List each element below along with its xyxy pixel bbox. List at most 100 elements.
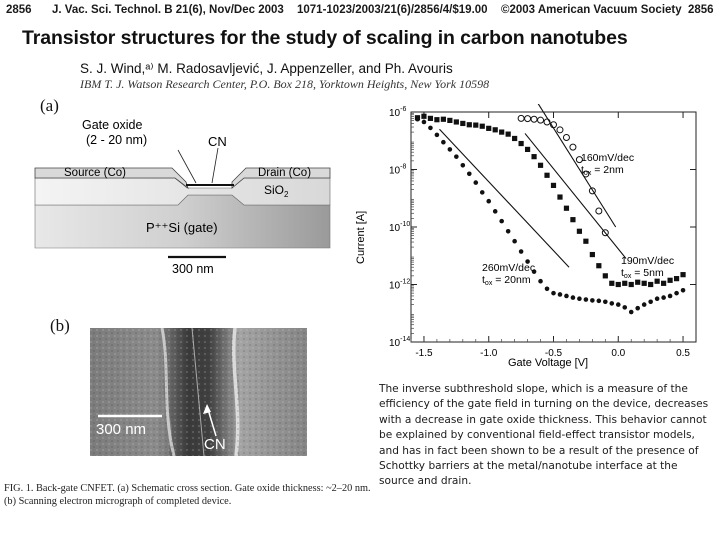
annotation-20nm-slope: 260mV/dec — [482, 262, 535, 274]
data-point-filled-square — [434, 117, 440, 123]
drain-contact — [231, 167, 331, 189]
data-point-filled-square — [680, 272, 686, 278]
data-point-filled-square — [537, 162, 544, 168]
data-point-filled-square — [512, 135, 518, 142]
data-point-filled-circle — [466, 171, 472, 177]
slope-fit-line — [439, 128, 570, 268]
page-number-right: 2856 — [688, 4, 714, 16]
data-point-open-circle — [569, 143, 577, 151]
data-point-filled-circle — [505, 228, 511, 234]
data-point-filled-circle — [512, 238, 517, 244]
data-point-filled-circle — [648, 299, 653, 305]
data-point-filled-square — [453, 119, 459, 125]
data-point-filled-circle — [538, 278, 543, 284]
data-point-filled-circle — [473, 180, 479, 185]
cn-label-b: CN — [204, 436, 226, 453]
data-point-filled-square — [505, 131, 511, 137]
data-point-filled-circle — [622, 305, 628, 310]
data-point-filled-circle — [570, 295, 576, 300]
data-point-filled-square — [583, 238, 589, 244]
gate-oxide-label: Gate oxide — [82, 118, 143, 132]
data-point-open-circle — [537, 116, 545, 124]
data-point-filled-circle — [441, 139, 446, 145]
data-point-filled-circle — [551, 290, 556, 296]
data-point-filled-circle — [460, 162, 466, 168]
data-point-filled-square — [654, 278, 660, 284]
annotation-5nm-tox: tox = 5nm — [621, 267, 664, 280]
transfer-characteristics-chart: 10-6 10-8 10-10 10-12 10-14 -1.5 -1.0 -0.5 0.0 0… — [355, 104, 697, 369]
data-point-filled-circle — [544, 286, 550, 292]
data-point-filled-square — [492, 127, 498, 133]
source-contact — [34, 167, 189, 190]
data-point-filled-square — [486, 125, 492, 131]
data-point-filled-square — [427, 115, 434, 121]
x-tick-label: -1.5 — [415, 348, 433, 359]
journal-header: 2856 J. Vac. Sci. Technol. B 21(6), Nov/… — [0, 0, 720, 20]
data-point-filled-square — [570, 217, 576, 223]
data-point-filled-square — [563, 205, 570, 211]
data-point-filled-square — [628, 281, 634, 288]
data-point-filled-circle — [428, 125, 433, 131]
data-point-filled-circle — [518, 249, 524, 254]
data-point-filled-circle — [557, 292, 563, 297]
data-point-filled-square — [602, 273, 608, 279]
y-tick-label: 10-10 — [389, 221, 410, 234]
y-tick-label: 10-8 — [389, 164, 406, 177]
data-point-filled-square — [661, 280, 667, 286]
data-point-filled-circle — [596, 298, 602, 304]
data-point-open-circle — [524, 115, 532, 123]
data-point-open-circle — [517, 114, 525, 122]
data-point-filled-circle — [615, 302, 621, 307]
slope-fit-line — [537, 104, 617, 228]
y-tick-label: 10-6 — [389, 106, 406, 119]
data-point-filled-square — [641, 280, 647, 286]
data-point-open-circle — [562, 133, 570, 141]
data-point-filled-square — [596, 263, 602, 269]
data-point-filled-circle — [564, 293, 569, 299]
x-tick-label: 0.5 — [676, 348, 690, 359]
sio2-layer — [34, 177, 331, 206]
drain-label: Drain (Co) — [258, 167, 311, 179]
data-point-open-circle — [575, 156, 583, 164]
data-point-filled-circle — [674, 290, 679, 296]
data-point-filled-circle — [492, 209, 498, 214]
panel-b-label: (b) — [50, 316, 70, 335]
data-point-filled-square — [466, 122, 472, 128]
data-point-filled-circle — [680, 287, 686, 293]
data-point-filled-circle — [415, 116, 420, 122]
data-point-filled-circle — [609, 301, 615, 306]
data-point-filled-circle — [667, 293, 673, 299]
annotation-2nm-slope: 160mV/dec — [581, 152, 634, 164]
scale-label-b: 300 nm — [96, 421, 146, 438]
data-point-filled-circle — [583, 297, 589, 302]
annotation-20nm-tox: tox = 20nm — [482, 274, 531, 287]
paper-title: Transistor structures for the study of s… — [22, 27, 628, 49]
gate-oxide-range: (2 - 20 nm) — [86, 133, 147, 147]
data-point-open-circle — [556, 126, 564, 134]
annotation-2nm-tox: tox = 2nm — [581, 164, 624, 177]
data-point-filled-square — [479, 123, 485, 129]
cn-label-a: CN — [208, 134, 227, 149]
y-axis-label: Current [A] — [355, 211, 367, 264]
plot-frame — [410, 111, 697, 343]
data-point-filled-square — [557, 194, 563, 200]
data-point-filled-square — [615, 281, 621, 288]
y-tick-label: 10-12 — [389, 279, 410, 292]
copyright: ©2003 American Vacuum Society — [501, 4, 682, 16]
source-label: Source (Co) — [64, 167, 126, 179]
data-point-filled-square — [518, 140, 524, 147]
data-point-filled-square — [673, 276, 680, 282]
data-point-filled-circle — [628, 309, 634, 315]
page-number-left: 2856 — [6, 4, 32, 16]
data-point-filled-square — [667, 277, 673, 283]
data-point-open-circle — [595, 207, 603, 215]
data-point-filled-circle — [479, 190, 485, 195]
data-point-filled-square — [499, 129, 505, 135]
data-point-filled-square — [531, 154, 537, 160]
sem-micrograph: 300 nm CN — [90, 328, 307, 456]
annotation-5nm-slope: 190mV/dec — [621, 255, 674, 267]
body-text: The inverse subthreshold slope, which is… — [379, 383, 709, 488]
data-point-filled-circle — [525, 259, 530, 264]
paper-affiliation: IBM T. J. Watson Research Center, P.O. B… — [80, 77, 490, 91]
data-point-filled-square — [524, 146, 531, 153]
